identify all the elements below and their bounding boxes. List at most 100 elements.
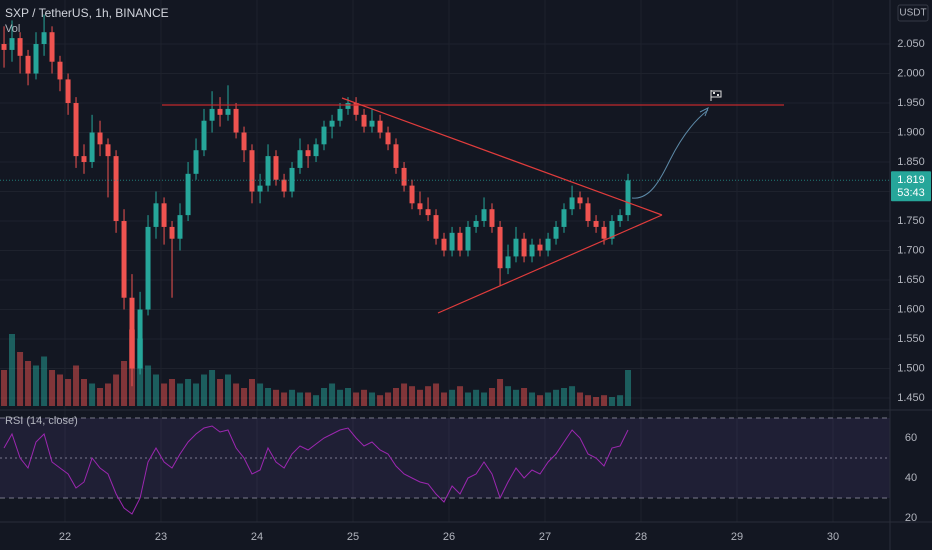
candle-body: [537, 244, 543, 251]
x-tick-label: 27: [539, 531, 551, 543]
candle-body: [425, 209, 431, 216]
candle-body: [65, 79, 71, 104]
candle-body: [257, 185, 263, 192]
candle-body: [41, 32, 47, 45]
projection-arrow: [631, 109, 709, 199]
volume-bar: [121, 361, 128, 406]
candle-body: [297, 150, 303, 168]
volume-bar: [305, 392, 312, 406]
rsi-tick-label: 60: [905, 432, 917, 444]
volume-bar: [217, 379, 224, 406]
volume-bar: [25, 361, 32, 406]
candle-body: [625, 180, 631, 216]
volume-bar: [529, 392, 536, 406]
volume-bar: [409, 386, 416, 406]
rsi-line: [3, 425, 629, 515]
volume-bar: [473, 389, 480, 406]
x-tick-label: 22: [59, 531, 71, 543]
candle-body: [193, 150, 199, 174]
candle-body: [353, 103, 359, 115]
volume-bar: [433, 383, 440, 406]
volume-bar: [224, 374, 231, 406]
volume-bar: [56, 374, 63, 406]
candle-body: [25, 55, 31, 74]
candle-body: [345, 103, 351, 109]
volume-bar: [560, 388, 567, 406]
volume-bar: [248, 379, 255, 406]
volume-bar: [49, 370, 56, 406]
x-tick-label: 23: [155, 531, 167, 543]
chart-title: SXP / TetherUS, 1h, BINANCE: [5, 6, 169, 20]
rsi-label: RSI (14, close): [5, 415, 78, 427]
volume-bar: [569, 386, 576, 406]
volume-bar: [625, 370, 632, 406]
volume-bar: [265, 388, 272, 406]
x-tick-label: 24: [251, 531, 263, 543]
candle-body: [57, 61, 63, 80]
volume-bar: [209, 370, 216, 406]
volume-bar: [392, 388, 399, 406]
volume-bar: [193, 383, 200, 406]
candle-body: [81, 156, 87, 163]
candle-body: [569, 197, 575, 210]
candle-body: [593, 221, 599, 227]
volume-bar: [521, 388, 528, 406]
candle-body: [241, 132, 247, 151]
candle-body: [113, 156, 119, 222]
candle-body: [609, 221, 615, 239]
candle-body: [201, 120, 207, 151]
countdown-label: 53:43: [897, 187, 925, 199]
candle-body: [513, 238, 519, 257]
volume-bar: [289, 389, 296, 406]
volume-bar: [73, 365, 80, 406]
candle-body: [145, 226, 151, 310]
candle-body: [553, 226, 559, 239]
candle-body: [121, 221, 127, 298]
rsi-tick-label: 40: [905, 472, 917, 484]
candle-body: [97, 132, 103, 145]
candle-body: [489, 209, 495, 227]
volume-bar: [169, 379, 176, 406]
y-tick-label: 1.950: [897, 97, 925, 109]
volume-bar: [41, 356, 48, 406]
volume-bar: [449, 389, 456, 406]
candle-body: [289, 167, 295, 192]
volume-bar: [272, 389, 279, 406]
candle-body: [441, 238, 447, 251]
candle-body: [577, 197, 583, 204]
candle-body: [33, 44, 39, 74]
candle-body: [417, 203, 423, 210]
candle-body: [73, 103, 79, 157]
volume-bar: [368, 392, 375, 406]
volume-bar: [440, 392, 447, 406]
candle-body: [249, 150, 255, 192]
flag-icon: [710, 90, 722, 101]
candle-body: [433, 215, 439, 239]
volume-bar: [344, 388, 351, 406]
candle-body: [617, 215, 623, 222]
currency-label[interactable]: USDT: [899, 8, 926, 19]
last-price-box: [891, 171, 931, 202]
triangle-bottom: [437, 214, 663, 314]
volume-bar: [329, 383, 336, 406]
last-price-label: 1.819: [897, 174, 925, 186]
candle-body: [161, 203, 167, 227]
candle-body: [9, 38, 15, 50]
volume-bar: [281, 392, 288, 406]
volume-bar: [200, 374, 207, 406]
candle-body: [377, 120, 383, 133]
volume-bar: [353, 392, 360, 406]
candle-body: [185, 173, 191, 216]
volume-bar: [545, 392, 552, 406]
candle-body: [177, 215, 183, 239]
candle-body: [545, 238, 551, 251]
candle-body: [1, 44, 7, 50]
volume-bar: [593, 397, 600, 406]
grid: [0, 0, 890, 522]
currency-box[interactable]: [897, 4, 929, 22]
volume-bar: [617, 395, 624, 406]
volume-bar: [497, 379, 504, 406]
candle-body: [481, 209, 487, 222]
volume-bar: [577, 392, 584, 406]
